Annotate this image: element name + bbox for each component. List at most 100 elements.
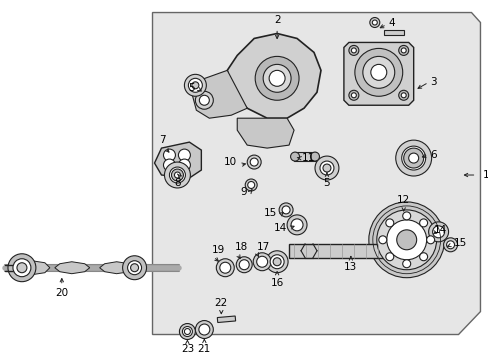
Circle shape <box>171 169 183 181</box>
Circle shape <box>351 48 356 53</box>
Circle shape <box>432 226 444 238</box>
Circle shape <box>362 57 394 88</box>
Circle shape <box>256 256 267 267</box>
Circle shape <box>290 152 299 161</box>
Circle shape <box>402 212 410 220</box>
Circle shape <box>400 48 406 53</box>
Text: 5: 5 <box>323 178 329 188</box>
Bar <box>383 31 403 36</box>
Circle shape <box>239 260 249 270</box>
Text: 21: 21 <box>197 345 210 355</box>
Circle shape <box>398 45 408 55</box>
Text: 14: 14 <box>433 225 446 235</box>
Text: 8: 8 <box>174 178 181 188</box>
Circle shape <box>273 258 281 266</box>
Text: 16: 16 <box>270 278 283 288</box>
Text: 15: 15 <box>264 208 277 218</box>
Circle shape <box>8 254 36 282</box>
Circle shape <box>236 257 252 273</box>
Polygon shape <box>227 33 320 118</box>
Circle shape <box>398 90 408 100</box>
Circle shape <box>403 148 423 168</box>
Circle shape <box>268 70 285 86</box>
Circle shape <box>127 261 141 275</box>
Text: 9: 9 <box>240 187 247 197</box>
Circle shape <box>378 236 386 244</box>
Text: 15: 15 <box>453 238 466 248</box>
Circle shape <box>178 149 190 161</box>
Circle shape <box>195 320 213 338</box>
Text: 22: 22 <box>214 298 227 307</box>
Text: 17: 17 <box>257 242 270 252</box>
Circle shape <box>348 90 358 100</box>
Circle shape <box>122 256 146 280</box>
Circle shape <box>408 153 418 163</box>
Circle shape <box>195 91 213 109</box>
Circle shape <box>253 253 270 271</box>
Text: 23: 23 <box>181 345 194 355</box>
Text: 6: 6 <box>430 150 436 160</box>
Text: 7: 7 <box>159 135 165 145</box>
Circle shape <box>263 64 290 92</box>
Circle shape <box>402 260 410 268</box>
Circle shape <box>269 255 284 269</box>
Circle shape <box>376 210 436 270</box>
Circle shape <box>174 172 180 178</box>
Circle shape <box>250 158 258 166</box>
Circle shape <box>443 238 457 252</box>
Polygon shape <box>192 70 247 118</box>
Circle shape <box>247 181 254 189</box>
Circle shape <box>400 93 406 98</box>
Circle shape <box>385 253 393 261</box>
Circle shape <box>314 156 338 180</box>
Text: 13: 13 <box>344 262 357 272</box>
Circle shape <box>255 57 299 100</box>
Circle shape <box>426 236 434 244</box>
Circle shape <box>179 324 195 339</box>
Circle shape <box>163 159 175 171</box>
Circle shape <box>188 78 202 92</box>
Polygon shape <box>154 142 201 178</box>
Circle shape <box>369 18 379 27</box>
Text: 10: 10 <box>224 157 237 167</box>
Circle shape <box>191 82 199 89</box>
Circle shape <box>17 263 27 273</box>
Circle shape <box>219 262 230 273</box>
Circle shape <box>370 64 386 80</box>
Bar <box>293 152 315 161</box>
Polygon shape <box>237 118 293 148</box>
Circle shape <box>385 219 393 227</box>
Bar <box>217 316 235 323</box>
Text: 19: 19 <box>211 245 224 255</box>
Circle shape <box>163 149 175 161</box>
Circle shape <box>354 48 402 96</box>
Text: 14: 14 <box>273 223 286 233</box>
Text: 11: 11 <box>302 153 315 163</box>
Circle shape <box>351 93 356 98</box>
Circle shape <box>401 146 425 170</box>
Circle shape <box>279 203 292 217</box>
Circle shape <box>290 219 303 231</box>
Circle shape <box>265 251 287 273</box>
Text: 18: 18 <box>235 242 248 252</box>
Circle shape <box>247 155 261 169</box>
Text: 20: 20 <box>55 288 68 298</box>
Polygon shape <box>343 42 413 105</box>
Text: 12: 12 <box>396 195 409 205</box>
Circle shape <box>396 230 416 250</box>
Circle shape <box>319 161 333 175</box>
Circle shape <box>244 179 257 191</box>
Bar <box>288 244 403 258</box>
Circle shape <box>419 253 427 261</box>
Circle shape <box>184 74 206 96</box>
Circle shape <box>310 152 319 161</box>
Text: 3: 3 <box>430 77 436 87</box>
Circle shape <box>130 264 138 272</box>
Polygon shape <box>152 13 480 334</box>
Circle shape <box>13 259 31 277</box>
Circle shape <box>164 162 190 188</box>
Circle shape <box>286 215 306 235</box>
Circle shape <box>282 206 289 214</box>
Polygon shape <box>100 262 134 274</box>
Circle shape <box>216 259 234 277</box>
